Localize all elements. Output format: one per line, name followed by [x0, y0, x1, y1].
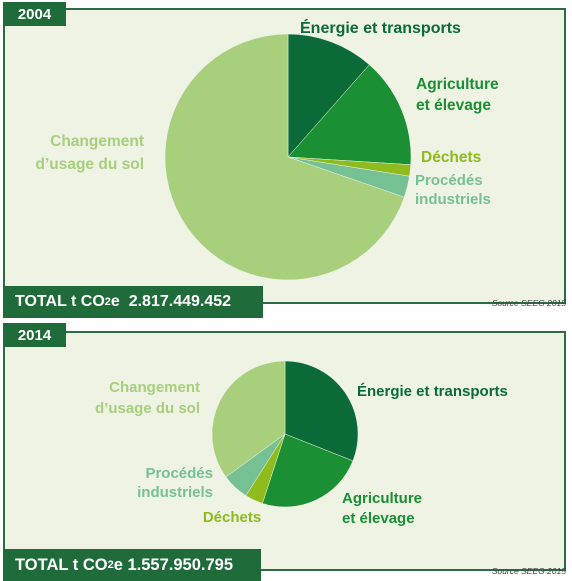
slice-label-2014-4: Changement d’usage du sol — [95, 379, 200, 417]
total-label: TOTAL t CO — [15, 293, 105, 310]
slice-label-2004-1: Agriculture et élevage — [416, 76, 499, 114]
total-unit-tail: e — [113, 555, 123, 574]
slice-label-2014-2: Déchets — [203, 509, 261, 526]
pie-slice-2014-0 — [284, 360, 359, 462]
source-note-2004: Source SEEG 2015 — [491, 298, 566, 308]
pie-slice-2004-0 — [287, 33, 370, 158]
slice-label-2004-2: Déchets — [421, 149, 481, 166]
total-box-2014: TOTAL t CO 2 e 1.557.950.795 — [3, 549, 261, 581]
total-label: TOTAL t CO — [15, 555, 108, 574]
slice-label-2004-4: Changement d’usage du sol — [35, 133, 144, 173]
total-value-2004: 2.817.449.452 — [128, 293, 232, 310]
total-unit-tail: e — [110, 293, 120, 310]
pie-slice-2004-1 — [287, 64, 412, 165]
total-box-2004: TOTAL t CO 2 e 2.817.449.452 — [3, 286, 263, 318]
year-tab-2004: 2004 — [3, 2, 66, 26]
pie-slice-2014-1 — [262, 433, 354, 508]
total-sub: 2 — [104, 296, 111, 308]
slice-label-2014-0: Énergie et transports — [357, 383, 508, 400]
year-tab-2014: 2014 — [3, 323, 66, 347]
slice-label-2004-3: Procédés industriels — [415, 172, 491, 208]
pie-slice-2004-4 — [164, 33, 405, 281]
slice-label-2014-3: Procédés industriels — [137, 465, 213, 501]
pie-slice-2014-4 — [211, 360, 286, 478]
total-sub: 2 — [107, 559, 114, 571]
source-note-2014: Source SEEG 2015 — [491, 566, 566, 576]
slice-label-2004-0: Énergie et transports — [300, 18, 461, 37]
slice-label-2014-1: Agriculture et élevage — [342, 490, 422, 527]
total-value-2014: 1.557.950.795 — [127, 555, 234, 574]
